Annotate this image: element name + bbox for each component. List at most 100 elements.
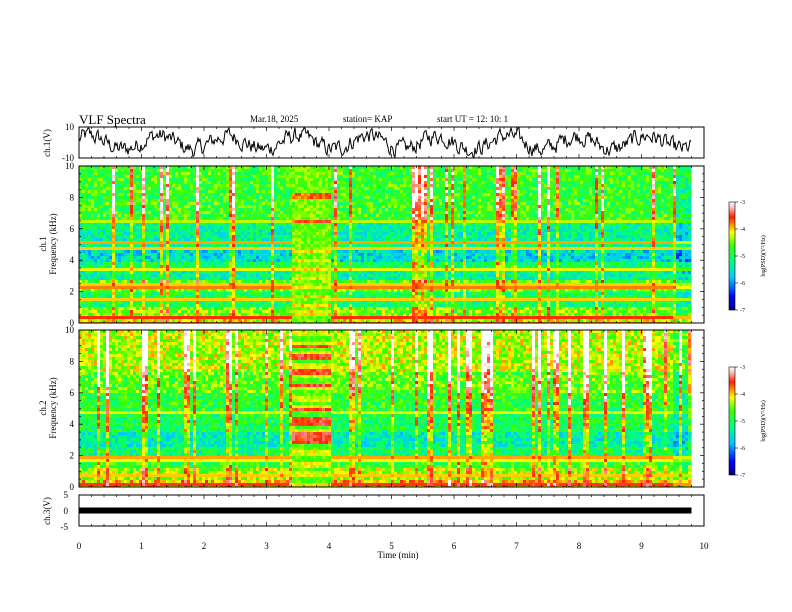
spectrogram-cell	[229, 253, 233, 257]
spectrogram-cell	[334, 265, 338, 269]
spectrogram-cell	[115, 262, 119, 266]
spectrogram-cell	[280, 310, 284, 314]
spectrogram-cell	[91, 196, 95, 200]
spectrogram-cell	[232, 256, 236, 260]
spectrogram-cell	[280, 313, 284, 317]
spectrogram-cell	[157, 316, 161, 320]
spectrogram-cell	[184, 265, 188, 269]
spectrogram-cell	[115, 241, 119, 245]
spectrogram-cell	[130, 256, 134, 260]
spectrogram-cell	[181, 214, 185, 218]
spectrogram-cell	[337, 292, 341, 296]
spectrogram-cell	[112, 187, 116, 191]
spectrogram-cell	[160, 310, 164, 314]
spectrogram-cell	[238, 316, 242, 320]
spectrogram-cell	[301, 235, 305, 239]
spectrogram-cell	[301, 298, 305, 302]
spectrogram-cell	[169, 220, 173, 224]
spectrogram-cell	[268, 310, 272, 314]
spectrogram-cell	[88, 283, 92, 287]
spectrogram-cell	[307, 316, 311, 320]
spectrogram-cell	[211, 214, 215, 218]
spectrogram-cell	[331, 190, 335, 194]
spectrogram-cell	[304, 235, 308, 239]
spectrogram-cell	[208, 295, 212, 299]
spectrogram-cell	[88, 220, 92, 224]
spectrogram-cell	[259, 244, 263, 248]
spectrogram-cell	[280, 241, 284, 245]
spectrogram-cell	[361, 172, 365, 176]
spectrogram-cell	[352, 244, 356, 248]
spectrogram-cell	[289, 256, 293, 260]
spectrogram-cell	[97, 310, 101, 314]
spectrogram-cell	[328, 232, 332, 236]
spectrogram-cell	[277, 256, 281, 260]
spectrogram-cell	[358, 184, 362, 188]
spectrogram-cell	[301, 166, 305, 170]
spectrogram-cell	[136, 298, 140, 302]
spectrogram-cell	[208, 277, 212, 281]
spectrogram-cell	[232, 301, 236, 305]
spectrogram-cell	[193, 310, 197, 314]
spectrogram-cell	[277, 268, 281, 272]
spectrogram-cell	[220, 223, 224, 227]
spectrogram-cell	[85, 271, 89, 275]
spectrogram-cell	[214, 238, 218, 242]
spectrogram-cell	[355, 283, 359, 287]
spectrogram-cell	[85, 283, 89, 287]
spectrogram-cell	[190, 250, 194, 254]
spectrogram-cell	[211, 223, 215, 227]
spectrogram-cell	[259, 202, 263, 206]
spectrogram-cell	[175, 193, 179, 197]
spectrogram-cell	[316, 295, 320, 299]
spectrogram-cell	[130, 223, 134, 227]
spectrogram-cell	[355, 193, 359, 197]
spectrogram-cell	[118, 196, 122, 200]
spectrogram-cell	[310, 232, 314, 236]
spectrogram-cell	[331, 301, 335, 305]
spectrogram-cell	[301, 178, 305, 182]
spectrogram-cell	[334, 208, 338, 212]
spectrogram-cell	[310, 199, 314, 203]
spectrogram-cell	[100, 211, 104, 215]
spectrogram-cell	[355, 322, 359, 323]
spectrogram-cell	[157, 283, 161, 287]
spectrogram-cell	[223, 316, 227, 320]
spectrogram-cell	[235, 283, 239, 287]
spectrogram-cell	[130, 181, 134, 185]
spectrogram-cell	[208, 229, 212, 233]
spectrogram-cell	[211, 184, 215, 188]
spectrogram-cell	[301, 238, 305, 242]
spectrogram-cell	[265, 277, 269, 281]
spectrogram-cell	[154, 190, 158, 194]
spectrogram-cell	[163, 274, 167, 278]
spectrogram-cell	[304, 283, 308, 287]
spectrogram-cell	[106, 220, 110, 224]
spectrogram-cell	[274, 190, 278, 194]
spectrogram-cell	[349, 268, 353, 272]
spectrogram-cell	[94, 322, 98, 323]
spectrogram-cell	[172, 250, 176, 254]
spectrogram-cell	[259, 259, 263, 263]
spectrogram-cell	[202, 271, 206, 275]
spectrogram-cell	[262, 301, 266, 305]
spectrogram-cell	[298, 256, 302, 260]
spectrogram-cell	[307, 190, 311, 194]
spectrogram-cell	[295, 304, 299, 308]
spectrogram-cell	[100, 298, 104, 302]
spectrogram-cell	[130, 319, 134, 323]
spectrogram-cell	[139, 280, 143, 284]
spectrogram-cell	[229, 298, 233, 302]
spectrogram-cell	[328, 199, 332, 203]
spectrogram-cell	[202, 232, 206, 236]
spectrogram-cell	[313, 274, 317, 278]
spectrogram-cell	[193, 271, 197, 275]
spectrogram-cell	[310, 169, 314, 173]
spectrogram-cell	[277, 220, 281, 224]
spectrogram-cell	[232, 184, 236, 188]
spectrogram-cell	[241, 196, 245, 200]
spectrogram-cell	[91, 169, 95, 173]
spectrogram-cell	[292, 253, 296, 257]
spectrogram-cell	[241, 286, 245, 290]
spectrogram-cell	[277, 259, 281, 263]
